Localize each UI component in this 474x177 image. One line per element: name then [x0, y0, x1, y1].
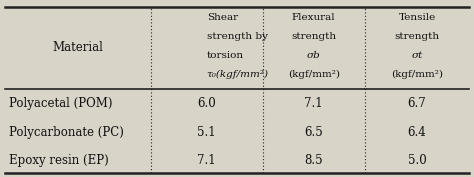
Text: Shear: Shear	[207, 13, 238, 22]
Text: 7.1: 7.1	[198, 154, 216, 167]
Text: strength by: strength by	[207, 32, 268, 41]
Text: 6.5: 6.5	[304, 126, 323, 139]
Text: Polycarbonate (PC): Polycarbonate (PC)	[9, 126, 123, 139]
Text: Flexural: Flexural	[292, 13, 336, 22]
Text: strength: strength	[394, 32, 439, 41]
Text: 5.0: 5.0	[408, 154, 427, 167]
Text: (kgf/mm²): (kgf/mm²)	[391, 70, 443, 79]
Text: strength: strength	[291, 32, 336, 41]
Text: τ₀(kgf/mm²): τ₀(kgf/mm²)	[207, 70, 269, 79]
Text: 8.5: 8.5	[304, 154, 323, 167]
Text: σt: σt	[411, 51, 423, 60]
Text: Material: Material	[53, 41, 103, 54]
Text: σb: σb	[307, 51, 320, 60]
Text: 7.1: 7.1	[304, 97, 323, 110]
Text: torsion: torsion	[207, 51, 244, 60]
Text: 6.0: 6.0	[198, 97, 216, 110]
Text: 6.4: 6.4	[408, 126, 427, 139]
Text: (kgf/mm²): (kgf/mm²)	[288, 70, 340, 79]
Text: 5.1: 5.1	[198, 126, 216, 139]
Text: Polyacetal (POM): Polyacetal (POM)	[9, 97, 112, 110]
Text: Epoxy resin (EP): Epoxy resin (EP)	[9, 154, 108, 167]
Text: 6.7: 6.7	[408, 97, 427, 110]
Text: Tensile: Tensile	[398, 13, 436, 22]
